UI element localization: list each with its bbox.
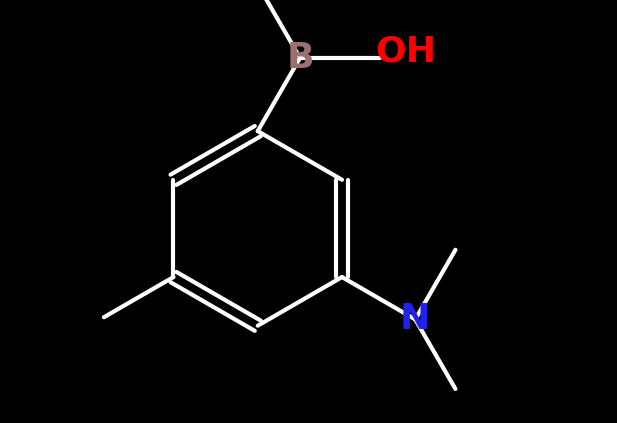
Text: B: B (286, 41, 314, 75)
Text: N: N (400, 302, 431, 336)
Text: OH: OH (375, 34, 436, 68)
